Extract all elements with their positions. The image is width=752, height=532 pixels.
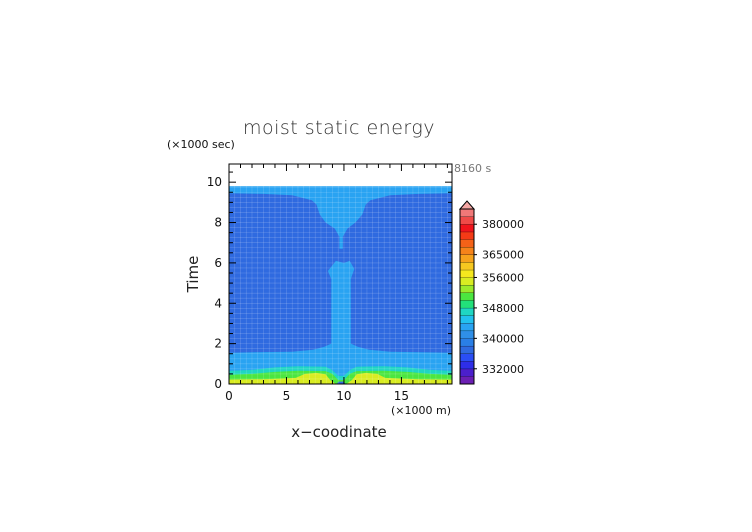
y-axis: 0 2 4 6 8 10: [207, 171, 452, 391]
y-tick-label: 8: [214, 216, 222, 230]
plot-frame: [228, 163, 453, 385]
x-axis: 0 5 10 15: [225, 164, 448, 403]
colorbar-label: 380000: [482, 218, 524, 231]
colorbar-swatch: [460, 224, 474, 232]
colorbar-swatch: [460, 368, 474, 377]
grid: [228, 164, 452, 385]
colorbar-swatch: [460, 269, 474, 278]
colorbar-label: 348000: [482, 302, 524, 315]
colorbar-swatch: [460, 216, 474, 225]
y-tick-label: 2: [214, 337, 222, 351]
y-axis-label: Time: [184, 256, 202, 294]
colorbar-swatch: [460, 254, 474, 263]
x-tick-label: 10: [336, 389, 351, 403]
colorbar-swatch: [460, 262, 474, 270]
colorbar-swatch: [460, 330, 474, 339]
colorbar-swatch: [460, 285, 474, 293]
region-upper-body: [229, 193, 452, 353]
y-tick-label: 10: [207, 175, 222, 189]
x-axis-label: x−coodinate: [291, 423, 387, 441]
colorbar: 332000 340000 348000 356000 365000 380000: [458, 200, 524, 385]
plot-area: [229, 186, 452, 384]
colorbar-label: 340000: [482, 332, 524, 345]
colorbar-swatch: [460, 247, 474, 255]
colorbar-extend-top: [458, 200, 476, 210]
colorbar-swatch: [460, 209, 474, 217]
colorbar-swatch: [460, 323, 474, 331]
colorbar-label: 356000: [482, 271, 524, 284]
colorbar-swatch: [460, 231, 474, 240]
colorbar-swatch: [460, 300, 474, 308]
x-unit-label: (×1000 m): [391, 404, 451, 417]
colorbar-swatch: [460, 239, 474, 248]
y-tick-label: 0: [214, 377, 222, 391]
x-tick-label: 5: [283, 389, 291, 403]
colorbar-swatch: [460, 345, 474, 354]
chart-title: moist static energy: [243, 117, 435, 139]
region-surface-max: [229, 372, 452, 384]
x-tick-label: 0: [225, 389, 233, 403]
y-tick-label: 6: [214, 256, 222, 270]
x-tick-label: 15: [394, 389, 409, 403]
colorbar-label: 332000: [482, 363, 524, 376]
colorbar-swatch: [460, 307, 474, 316]
time-stamp: 8160 s: [454, 162, 491, 175]
y-tick-label: 4: [214, 296, 222, 310]
colorbar-swatch: [460, 376, 474, 384]
region-surface-center-low: [336, 381, 346, 384]
colorbar-swatch: [460, 315, 474, 324]
colorbar-swatch: [460, 338, 474, 346]
colorbar-swatch: [460, 353, 474, 362]
y-unit-label: (×1000 sec): [167, 138, 235, 151]
colorbar-swatch: [460, 361, 474, 369]
colorbar-label: 365000: [482, 249, 524, 262]
colorbar-swatch: [460, 292, 474, 301]
colorbar-swatch: [460, 277, 474, 286]
